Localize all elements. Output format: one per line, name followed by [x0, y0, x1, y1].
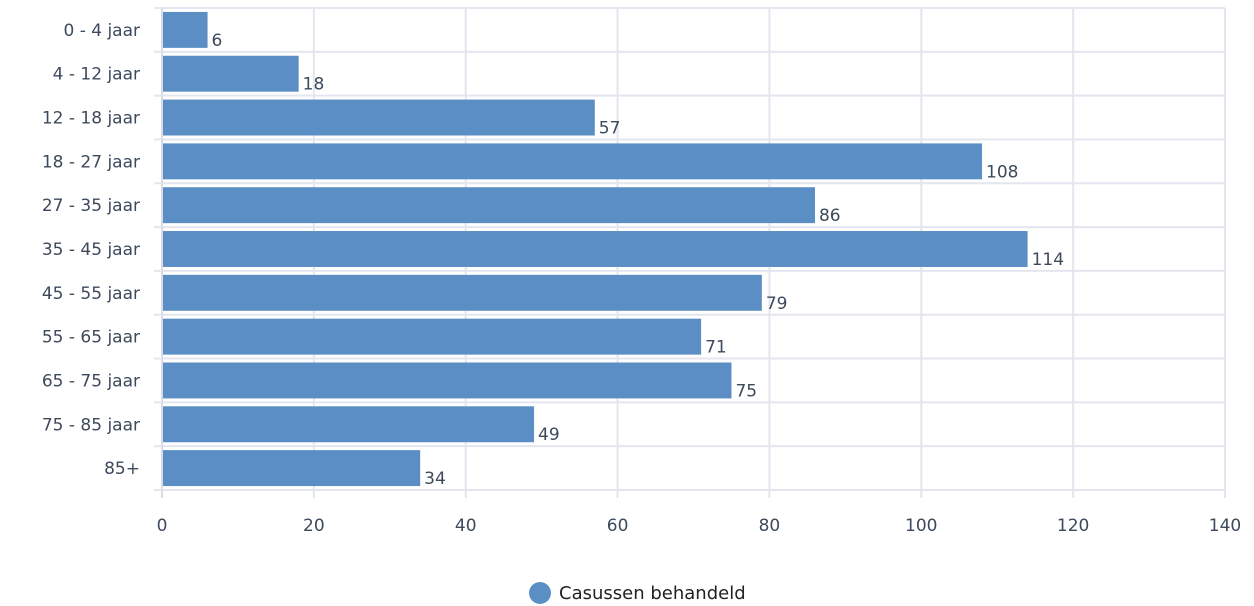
bar[interactable]	[163, 11, 208, 48]
bar[interactable]	[163, 406, 535, 443]
data-label: 108	[986, 162, 1018, 182]
data-label: 6	[212, 31, 223, 51]
data-label: 34	[424, 469, 446, 489]
bar[interactable]	[163, 99, 595, 136]
legend-label[interactable]: Casussen behandeld	[559, 583, 746, 604]
data-label: 71	[705, 338, 727, 358]
data-label: 57	[599, 119, 621, 139]
x-tick-label: 40	[455, 516, 477, 536]
category-label: 35 - 45 jaar	[42, 240, 140, 260]
category-label: 75 - 85 jaar	[42, 415, 140, 435]
data-label: 79	[766, 294, 788, 314]
bar[interactable]	[163, 274, 762, 311]
category-label: 0 - 4 jaar	[63, 21, 140, 41]
data-label: 114	[1032, 250, 1064, 270]
bar[interactable]	[163, 187, 815, 224]
x-tick-label: 20	[303, 516, 325, 536]
category-label: 55 - 65 jaar	[42, 328, 140, 348]
category-label: 85+	[104, 459, 140, 479]
x-tick-label: 140	[1209, 516, 1241, 536]
legend-marker[interactable]	[529, 582, 551, 604]
data-label: 75	[735, 381, 757, 401]
bar[interactable]	[163, 231, 1028, 267]
bar[interactable]	[163, 450, 421, 487]
data-label: 86	[819, 206, 841, 226]
x-tick-label: 80	[759, 516, 781, 536]
x-tick-label: 0	[157, 516, 168, 536]
bar[interactable]	[163, 318, 702, 355]
x-tick-label: 60	[607, 516, 629, 536]
bar[interactable]	[163, 362, 732, 399]
category-label: 12 - 18 jaar	[42, 109, 140, 129]
category-label: 4 - 12 jaar	[53, 65, 140, 85]
bar[interactable]	[163, 55, 299, 92]
category-label: 65 - 75 jaar	[42, 371, 140, 391]
data-label: 18	[303, 75, 325, 95]
x-tick-label: 120	[1057, 516, 1089, 536]
category-label: 45 - 55 jaar	[42, 284, 140, 304]
data-label: 49	[538, 425, 560, 445]
category-label: 27 - 35 jaar	[42, 196, 140, 216]
category-label: 18 - 27 jaar	[42, 152, 140, 172]
bar[interactable]	[163, 143, 983, 180]
x-tick-label: 100	[905, 516, 937, 536]
